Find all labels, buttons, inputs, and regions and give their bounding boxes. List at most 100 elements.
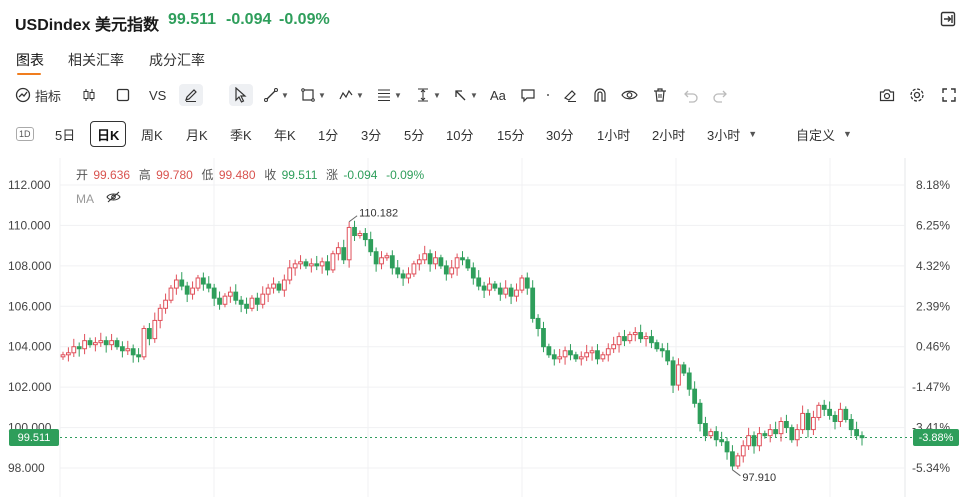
period-10min[interactable]: 10分 bbox=[446, 127, 474, 143]
measure-tool-button[interactable]: ▼ bbox=[415, 84, 441, 106]
period-5min[interactable]: 5分 bbox=[404, 127, 425, 143]
cursor-button[interactable] bbox=[229, 84, 253, 106]
exit-fullscreen-icon[interactable] bbox=[940, 11, 956, 27]
candle-body bbox=[541, 328, 546, 348]
tab-chart[interactable]: 图表 bbox=[16, 52, 44, 68]
eraser-tool-button[interactable] bbox=[562, 84, 578, 106]
candle-body bbox=[735, 455, 741, 467]
candle-body bbox=[179, 279, 185, 287]
candle-body bbox=[325, 261, 330, 271]
candle-body bbox=[611, 344, 617, 350]
period-15min[interactable]: 15分 bbox=[497, 127, 525, 143]
camera-icon bbox=[879, 87, 895, 103]
magnet-button[interactable] bbox=[592, 84, 608, 106]
rect-tool-button[interactable]: ▼ bbox=[300, 84, 326, 106]
candle-body bbox=[200, 277, 206, 285]
pattern-icon bbox=[338, 87, 354, 103]
candle-body bbox=[686, 372, 692, 390]
candle-body bbox=[384, 255, 390, 259]
period-30min[interactable]: 30分 bbox=[546, 127, 574, 143]
candle-body bbox=[195, 277, 201, 289]
candle-body bbox=[190, 287, 195, 295]
pct-tick-label: 0.46% bbox=[916, 340, 950, 354]
arrow-tool-button[interactable]: ▼ bbox=[452, 84, 478, 106]
period-3min[interactable]: 3分 bbox=[361, 127, 382, 143]
fib-tool-button[interactable]: ▼ bbox=[376, 84, 402, 106]
candle-body bbox=[546, 346, 552, 356]
candle-body bbox=[233, 291, 239, 301]
period-1min[interactable]: 1分 bbox=[318, 127, 339, 143]
line-tool-button[interactable]: ▼ bbox=[263, 84, 289, 106]
compare-box-button[interactable] bbox=[116, 84, 130, 106]
candle-body bbox=[757, 433, 762, 447]
indicator-button[interactable]: 指标 bbox=[15, 84, 61, 106]
candle-body bbox=[66, 352, 71, 356]
period-1hour[interactable]: 1小时 bbox=[597, 127, 631, 143]
pct-tick-label: 4.32% bbox=[916, 259, 950, 273]
candle-body bbox=[406, 273, 411, 279]
pattern-tool-button[interactable]: ▼ bbox=[338, 84, 364, 106]
low-annotation: 97.910 bbox=[742, 472, 776, 484]
candlestick-chart[interactable]: 112.000 8.18% 110.000 6.25% 108.000 4.32% 106.… bbox=[0, 155, 974, 497]
candle-body bbox=[281, 279, 287, 291]
undo-button[interactable] bbox=[683, 84, 699, 106]
screenshot-button[interactable] bbox=[879, 84, 895, 106]
candle-body bbox=[346, 226, 352, 261]
high-label: 高 bbox=[138, 168, 151, 182]
candle-body bbox=[730, 451, 735, 467]
candle-body bbox=[578, 356, 584, 360]
period-daily[interactable]: 日K bbox=[90, 121, 127, 147]
candle-body bbox=[330, 253, 336, 271]
dot-separator bbox=[546, 84, 550, 106]
candle-body bbox=[800, 412, 806, 431]
active-tab-underline bbox=[17, 73, 41, 75]
candle-body bbox=[238, 299, 244, 305]
redo-button[interactable] bbox=[712, 84, 728, 106]
candle-body bbox=[524, 277, 530, 289]
candle-body bbox=[400, 273, 406, 279]
period-5d[interactable]: 5日 bbox=[55, 127, 76, 143]
candle-body bbox=[805, 412, 811, 431]
comment-icon bbox=[520, 87, 536, 103]
dot-icon bbox=[546, 87, 550, 103]
period-quarterly[interactable]: 季K bbox=[230, 127, 252, 143]
draw-pencil-button[interactable] bbox=[179, 84, 203, 106]
candle-body bbox=[503, 287, 509, 295]
candle-type-button[interactable] bbox=[81, 84, 97, 106]
vs-button[interactable]: VS bbox=[149, 87, 167, 103]
hide-eye-icon[interactable] bbox=[106, 191, 121, 206]
period-2hour[interactable]: 2小时 bbox=[652, 127, 686, 143]
tab-bar: 图表 相关汇率 成分汇率 bbox=[0, 44, 974, 78]
tab-component-rates[interactable]: 成分汇率 bbox=[149, 52, 205, 68]
candle-body bbox=[443, 265, 449, 275]
candle-body bbox=[605, 348, 611, 356]
settings-icon bbox=[909, 87, 925, 103]
candle-icon bbox=[81, 87, 97, 103]
period-3hour[interactable]: 3小时 ▼ bbox=[707, 121, 757, 147]
candle-body bbox=[816, 404, 822, 418]
candle-body bbox=[843, 408, 849, 420]
candle-body bbox=[287, 267, 293, 281]
tab-related-rates[interactable]: 相关汇率 bbox=[68, 52, 124, 68]
period-yearly[interactable]: 年K bbox=[274, 127, 296, 143]
period-weekly[interactable]: 周K bbox=[141, 127, 163, 143]
y-tick-label: 98.000 bbox=[8, 461, 45, 475]
period-custom[interactable]: 自定义 ▼ bbox=[796, 121, 852, 147]
candle-body bbox=[854, 429, 859, 437]
candle-body bbox=[352, 226, 357, 237]
chart-settings-button[interactable] bbox=[909, 84, 925, 106]
y-tick-label: 112.000 bbox=[8, 178, 51, 192]
candle-body bbox=[519, 277, 525, 291]
text-tool-button[interactable]: Aa bbox=[490, 87, 506, 103]
comment-tool-button[interactable] bbox=[520, 84, 536, 106]
visibility-button[interactable] bbox=[621, 84, 638, 106]
candle-body bbox=[395, 267, 401, 275]
delete-drawings-button[interactable] bbox=[652, 84, 668, 106]
period-1d-badge[interactable]: 1D bbox=[16, 127, 34, 141]
fullscreen-button[interactable] bbox=[941, 84, 957, 106]
period-monthly[interactable]: 月K bbox=[186, 127, 208, 143]
trash-icon bbox=[652, 87, 668, 103]
candles bbox=[60, 220, 865, 470]
candle-body bbox=[373, 251, 379, 265]
candle-body bbox=[676, 364, 681, 386]
